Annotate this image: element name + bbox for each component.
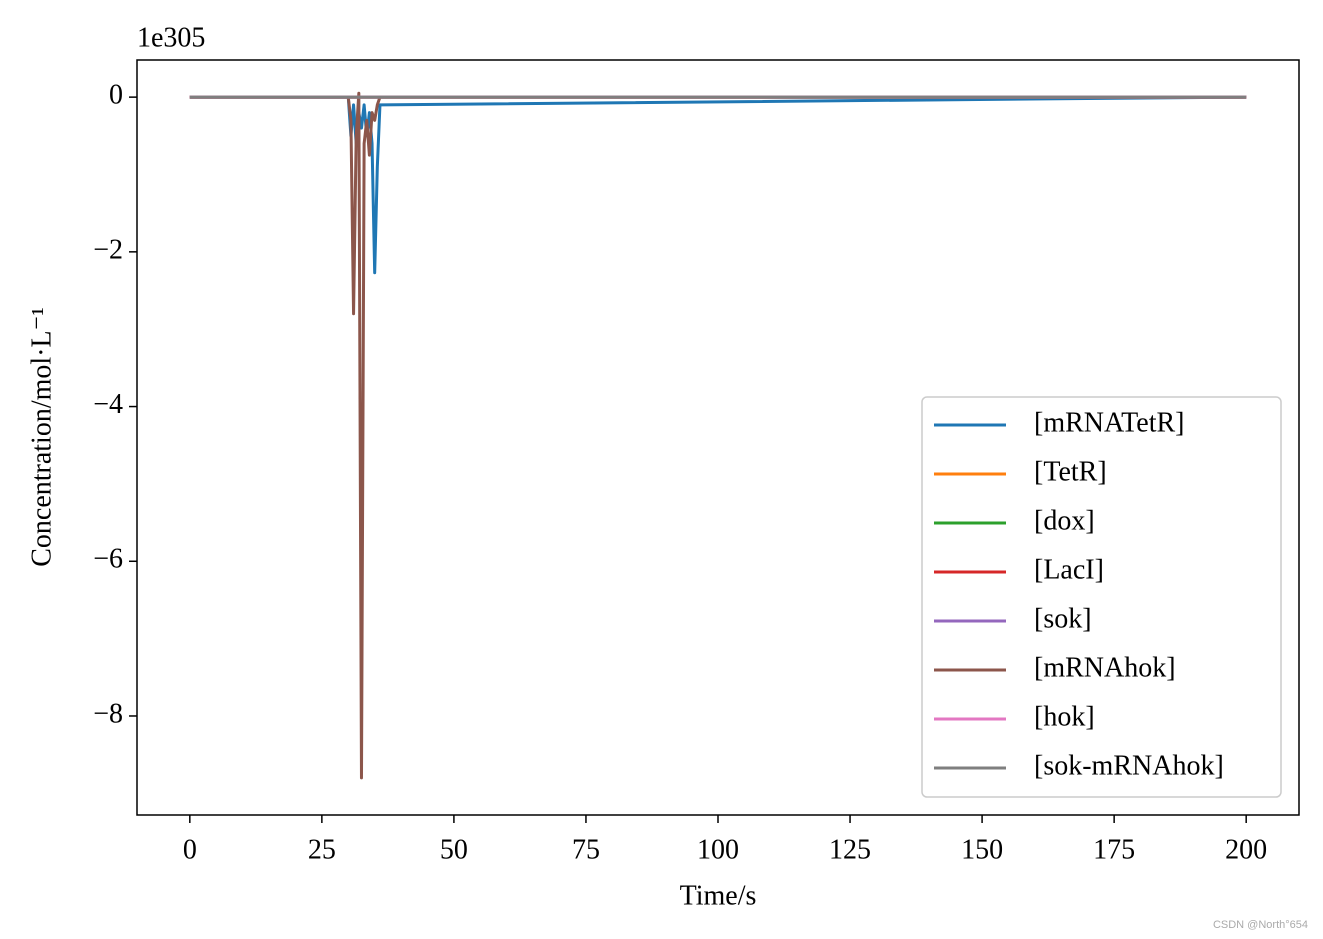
- x-tick-label: 25: [308, 834, 336, 865]
- y-tick-label: −8: [93, 698, 123, 729]
- offset-label: 1e305: [137, 22, 205, 53]
- x-tick-label: 0: [183, 834, 197, 865]
- y-tick-label: 0: [109, 80, 123, 111]
- legend-label: [TetR]: [1034, 456, 1107, 487]
- x-tick-label: 75: [572, 834, 600, 865]
- x-tick-label: 150: [961, 834, 1003, 865]
- legend-label: [sok]: [1034, 603, 1092, 634]
- legend: [mRNATetR] [TetR] [dox] [LacI] [sok] [mRNAhok…: [921, 396, 1282, 798]
- y-axis-label: Concentration/mol·L⁻¹: [26, 307, 57, 567]
- legend-box: [921, 396, 1282, 798]
- x-tick-label: 50: [440, 834, 468, 865]
- legend-label: [LacI]: [1034, 554, 1104, 585]
- x-tick-label: 125: [829, 834, 871, 865]
- x-tick-label: 100: [697, 834, 739, 865]
- y-tick-label: −4: [93, 389, 123, 420]
- x-axis-label: Time/s: [680, 880, 757, 911]
- y-tick-label: −2: [93, 234, 123, 265]
- legend-label: [mRNATetR]: [1034, 407, 1184, 438]
- x-tick-label: 200: [1225, 834, 1267, 865]
- series-line: [189, 91, 1247, 780]
- legend-label: [hok]: [1034, 701, 1095, 732]
- x-tick-label: 175: [1093, 834, 1135, 865]
- legend-label: [dox]: [1034, 505, 1095, 536]
- watermark: CSDN @North°654: [1213, 919, 1308, 931]
- y-tick-label: −6: [93, 544, 123, 575]
- plot-frame: [136, 59, 1300, 816]
- legend-label: [sok-mRNAhok]: [1034, 750, 1224, 781]
- legend-label: [mRNAhok]: [1034, 652, 1176, 683]
